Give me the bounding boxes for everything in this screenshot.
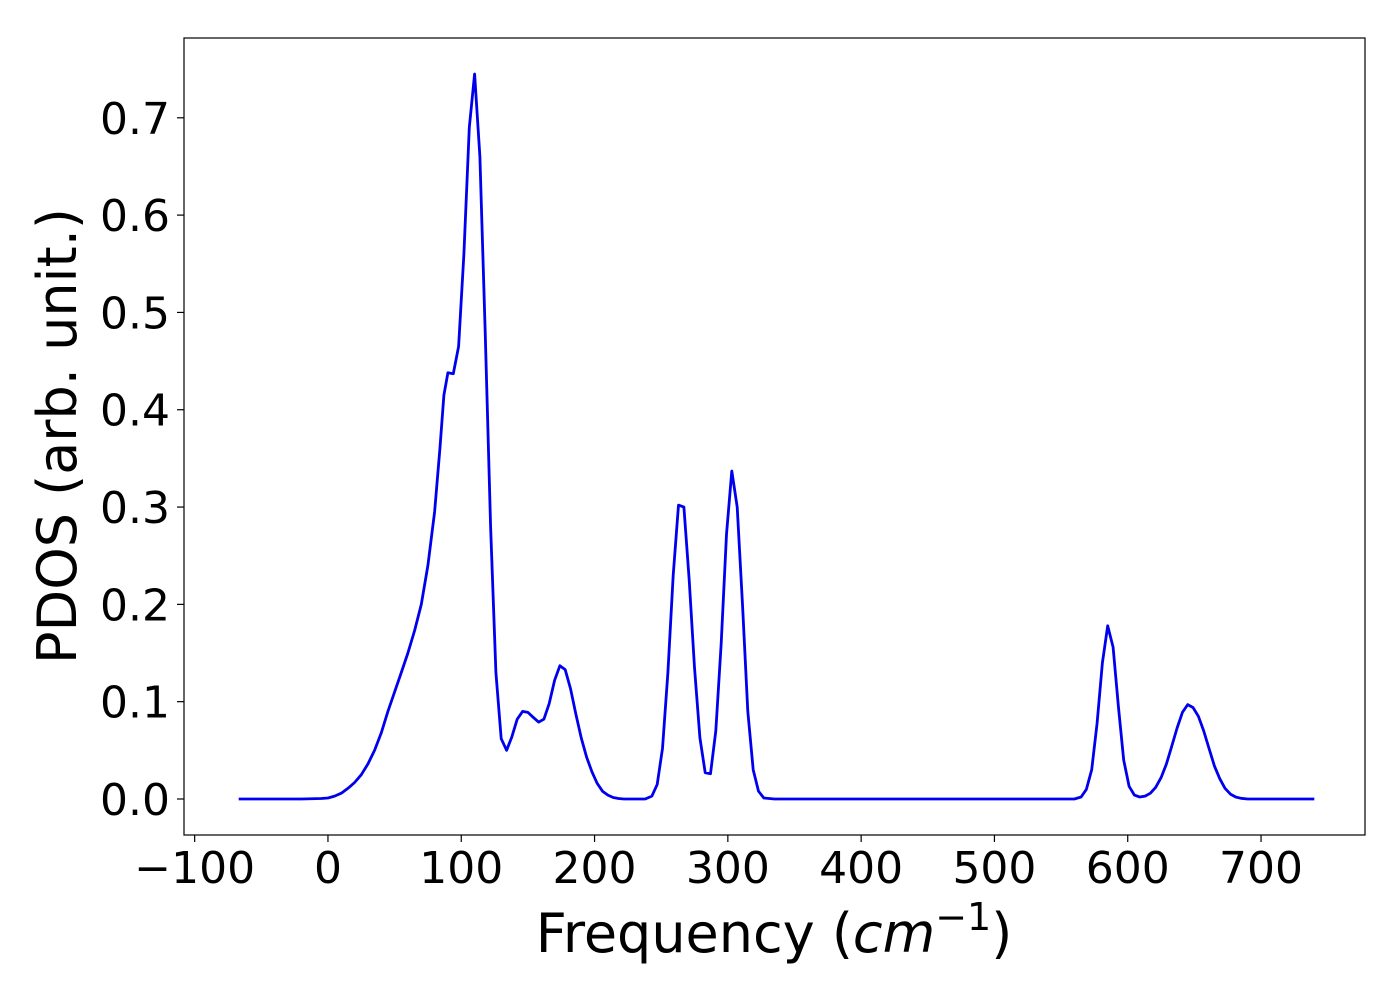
pdos-series-line [238, 72, 1315, 801]
x-axis: −100 0 100 200 300 400 500 600 700 [134, 835, 1303, 894]
y-tick-label: 0.6 [100, 191, 170, 242]
x-tick-label: 400 [819, 843, 903, 894]
x-tick-label: 200 [553, 843, 637, 894]
y-tick-label: 0.4 [100, 386, 170, 437]
plot-frame [183, 37, 1366, 836]
y-tick-label: 0.3 [100, 483, 170, 534]
x-tick-label: 700 [1219, 843, 1303, 894]
y-axis: 0.0 0.1 0.2 0.3 0.4 0.5 0.6 0.7 [100, 94, 184, 826]
y-tick-label: 0.7 [100, 94, 170, 145]
x-tick-label: 300 [686, 843, 770, 894]
x-tick-label: 600 [1086, 843, 1170, 894]
y-tick-label: 0.0 [100, 775, 170, 826]
y-axis-title: PDOS (arb. unit.) [26, 208, 89, 664]
y-tick-label: 0.2 [100, 580, 170, 631]
x-tick-label: 0 [314, 843, 342, 894]
x-tick-label: 100 [419, 843, 503, 894]
x-axis-title: Frequency (cm−1) [536, 895, 1013, 965]
x-tick-label: −100 [134, 843, 255, 894]
y-tick-label: 0.1 [100, 678, 170, 729]
x-tick-label: 500 [952, 843, 1036, 894]
y-tick-label: 0.5 [100, 288, 170, 339]
